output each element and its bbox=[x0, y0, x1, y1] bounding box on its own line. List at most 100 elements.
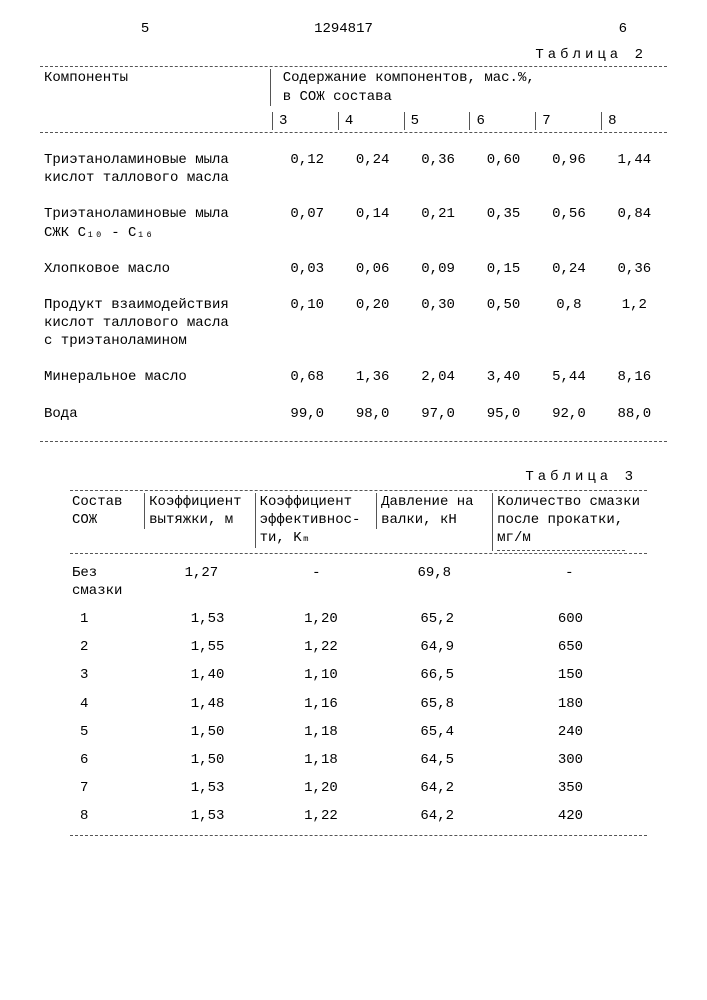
table3-cell: 8 bbox=[70, 807, 154, 825]
table2-cell: 5,44 bbox=[536, 368, 601, 386]
table2-cell: 97,0 bbox=[405, 405, 470, 423]
table2-cell: 0,14 bbox=[340, 205, 405, 241]
divider bbox=[70, 490, 647, 491]
table2-col-5: 5 bbox=[404, 112, 470, 130]
table3-cell: 1,10 bbox=[261, 666, 380, 684]
table3-row: 31,401,1066,5150 bbox=[70, 666, 647, 684]
table3-cell: 3 bbox=[70, 666, 154, 684]
divider bbox=[40, 132, 667, 133]
table3-row: 51,501,1865,4240 bbox=[70, 723, 647, 741]
table3: Таблица 3 Состав СОЖ Коэффициент вытяжки… bbox=[40, 468, 667, 837]
table3-cell: 1,55 bbox=[154, 638, 262, 656]
table2-cell: 98,0 bbox=[340, 405, 405, 423]
table2-header-components: Компоненты bbox=[40, 69, 270, 105]
table2-cell: 0,68 bbox=[275, 368, 340, 386]
table2-cell: 0,12 bbox=[275, 151, 340, 187]
table2-cell: 0,56 bbox=[536, 205, 601, 241]
table3-cell: 1,22 bbox=[261, 807, 380, 825]
table2-cell: 0,21 bbox=[405, 205, 470, 241]
table3-cell: Безсмазки bbox=[70, 564, 147, 600]
table3-cell: 1,53 bbox=[154, 807, 262, 825]
table3-cell: 64,9 bbox=[381, 638, 494, 656]
table3-h-drawcoef: Коэффициент вытяжки, м bbox=[144, 493, 254, 529]
table2-cell: 0,60 bbox=[471, 151, 536, 187]
table2-row-label: Минеральное масло bbox=[40, 368, 275, 386]
table3-row: 81,531,2264,2420 bbox=[70, 807, 647, 825]
table3-cell: 66,5 bbox=[381, 666, 494, 684]
table2-caption: Таблица 2 bbox=[40, 46, 667, 64]
table2-col-8: 8 bbox=[601, 112, 667, 130]
table2-cell: 1,36 bbox=[340, 368, 405, 386]
table2-cell: 0,24 bbox=[536, 260, 601, 278]
table3-h-lubricant: Количество смазки после прокатки, мг/м bbox=[492, 493, 647, 551]
header-page-right: 6 bbox=[457, 20, 647, 38]
table3-cell: 65,8 bbox=[381, 695, 494, 713]
table3-h-pressure: Давление на валки, кН bbox=[376, 493, 492, 529]
table3-row: 21,551,2264,9650 bbox=[70, 638, 647, 656]
table3-row: 11,531,2065,2600 bbox=[70, 610, 647, 628]
table3-h-composition: Состав СОЖ bbox=[70, 493, 144, 529]
table2-cell: 0,8 bbox=[536, 296, 601, 351]
table2-cell: 0,07 bbox=[275, 205, 340, 241]
divider bbox=[40, 66, 667, 67]
page-header: 5 1294817 6 bbox=[40, 20, 667, 38]
table2-cell: 0,03 bbox=[275, 260, 340, 278]
table2-cell: 0,30 bbox=[405, 296, 470, 351]
table2-cell: 0,36 bbox=[602, 260, 667, 278]
table2-cell: 0,24 bbox=[340, 151, 405, 187]
table3-cell: 1,53 bbox=[154, 779, 262, 797]
table3-row: 71,531,2064,2350 bbox=[70, 779, 647, 797]
header-page-left: 5 bbox=[60, 20, 230, 38]
table3-cell: 6 bbox=[70, 751, 154, 769]
table2-cell: 3,40 bbox=[471, 368, 536, 386]
table3-cell: 64,2 bbox=[381, 807, 494, 825]
table3-cell: 1,18 bbox=[261, 723, 380, 741]
header-doc-number: 1294817 bbox=[230, 20, 457, 38]
table3-cell: 350 bbox=[494, 779, 647, 797]
table3-caption: Таблица 3 bbox=[70, 468, 647, 486]
table2-cell: 95,0 bbox=[471, 405, 536, 423]
table2-cell: 1,2 bbox=[602, 296, 667, 351]
table3-cell: 5 bbox=[70, 723, 154, 741]
table2-cell: 92,0 bbox=[536, 405, 601, 423]
table2-header-line2: в СОЖ состава bbox=[283, 88, 667, 106]
table2-cell: 0,15 bbox=[471, 260, 536, 278]
table2: Компоненты Содержание компонентов, мас.%… bbox=[40, 69, 667, 441]
table3-cell: 1,40 bbox=[154, 666, 262, 684]
table3-cell: 4 bbox=[70, 695, 154, 713]
table3-cell: 1,20 bbox=[261, 779, 380, 797]
table3-cell: 1,48 bbox=[154, 695, 262, 713]
table2-cell: 0,96 bbox=[536, 151, 601, 187]
table3-cell: 150 bbox=[494, 666, 647, 684]
table3-cell: - bbox=[256, 564, 377, 600]
table2-row-label: Продукт взаимодействиякислот таллового м… bbox=[40, 296, 275, 351]
table2-row: Триэтаноламиновые мылакислот таллового м… bbox=[40, 151, 667, 187]
table2-cell: 8,16 bbox=[602, 368, 667, 386]
table3-cell: 1,20 bbox=[261, 610, 380, 628]
table2-row-label: Хлопковое масло bbox=[40, 260, 275, 278]
table2-header-line1: Содержание компонентов, мас.%, bbox=[283, 69, 667, 87]
table3-cell: 1 bbox=[70, 610, 154, 628]
table3-row: 61,501,1864,5300 bbox=[70, 751, 647, 769]
table2-cell: 1,44 bbox=[602, 151, 667, 187]
table3-cell: 1,22 bbox=[261, 638, 380, 656]
table3-cell: 300 bbox=[494, 751, 647, 769]
table2-cell: 88,0 bbox=[602, 405, 667, 423]
table3-cell: 1,27 bbox=[147, 564, 256, 600]
table3-cell: 2 bbox=[70, 638, 154, 656]
table2-header-content: Содержание компонентов, мас.%, в СОЖ сос… bbox=[270, 69, 667, 105]
table3-cell: 64,2 bbox=[381, 779, 494, 797]
table3-cell: 180 bbox=[494, 695, 647, 713]
table2-cell: 0,35 bbox=[471, 205, 536, 241]
table2-row: Вода99,098,097,095,092,088,0 bbox=[40, 405, 667, 423]
table3-row: Безсмазки1,27-69,8- bbox=[70, 564, 647, 600]
table2-cell: 2,04 bbox=[405, 368, 470, 386]
table3-cell: 64,5 bbox=[381, 751, 494, 769]
table2-row-label: Триэтаноламиновые мылаСЖК C₁₀ - C₁₆ bbox=[40, 205, 275, 241]
table2-cell: 0,10 bbox=[275, 296, 340, 351]
table3-h-effcoef: Коэффициент эффективнос- ти, Kₘ bbox=[255, 493, 377, 548]
table2-row: Хлопковое масло0,030,060,090,150,240,36 bbox=[40, 260, 667, 278]
table3-cell: 600 bbox=[494, 610, 647, 628]
table3-cell: 1,50 bbox=[154, 723, 262, 741]
table3-cell: 420 bbox=[494, 807, 647, 825]
